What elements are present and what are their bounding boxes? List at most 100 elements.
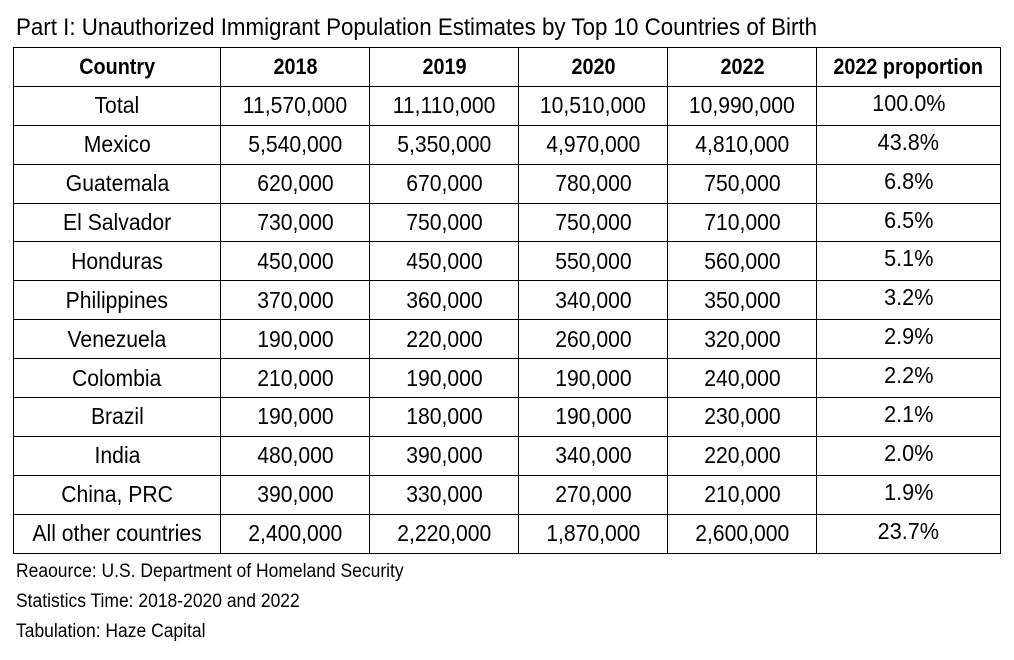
cell-text: 360,000 bbox=[405, 286, 483, 313]
cell-text: All other countries bbox=[32, 520, 202, 547]
value-cell: 750,000 bbox=[518, 202, 668, 243]
cell-text: 390,000 bbox=[256, 481, 334, 508]
cell-text: 100.0% bbox=[871, 89, 946, 116]
value-cell: 11,570,000 bbox=[220, 85, 370, 126]
value-cell: 190,000 bbox=[518, 358, 668, 399]
tabulation-note: Tabulation: Haze Capital bbox=[16, 621, 206, 642]
cell-text: 6.8% bbox=[883, 167, 934, 194]
proportion-cell: 23.7% bbox=[816, 513, 1001, 554]
cell-text: 1,870,000 bbox=[545, 520, 641, 547]
value-cell: 390,000 bbox=[220, 474, 370, 515]
value-cell: 210,000 bbox=[220, 358, 370, 399]
proportion-cell: 6.5% bbox=[816, 202, 1001, 243]
chart-title: Part I: Unauthorized Immigrant Populatio… bbox=[16, 14, 818, 41]
value-cell: 710,000 bbox=[667, 202, 817, 243]
table-row: China, PRC 390,000 330,000 270,000 210,000 1.… bbox=[13, 474, 1001, 515]
cell-text: 2,400,000 bbox=[247, 520, 343, 547]
value-cell: 780,000 bbox=[518, 163, 668, 204]
value-cell: 450,000 bbox=[369, 241, 519, 282]
cell-text: Venezuela bbox=[67, 325, 167, 352]
value-cell: 2,600,000 bbox=[667, 513, 817, 554]
proportion-cell: 3.2% bbox=[816, 280, 1001, 321]
cell-text: 190,000 bbox=[405, 364, 483, 391]
proportion-cell: 2.2% bbox=[816, 358, 1001, 399]
cell-text: 730,000 bbox=[256, 209, 334, 235]
value-cell: 360,000 bbox=[369, 280, 519, 321]
cell-text: India bbox=[94, 442, 140, 469]
cell-text: 190,000 bbox=[256, 325, 334, 352]
proportion-cell: 6.8% bbox=[816, 163, 1001, 204]
source-note: Reaource: U.S. Department of Homeland Se… bbox=[16, 561, 404, 582]
value-cell: 5,350,000 bbox=[369, 124, 519, 165]
cell-text: 2.9% bbox=[883, 323, 934, 350]
value-cell: 260,000 bbox=[518, 319, 668, 360]
cell-text: 750,000 bbox=[554, 209, 632, 235]
cell-text: 190,000 bbox=[256, 403, 334, 430]
cell-text: 670,000 bbox=[405, 170, 483, 197]
cell-text: Mexico bbox=[83, 131, 151, 158]
value-cell: 4,810,000 bbox=[667, 124, 817, 165]
cell-text: 180,000 bbox=[405, 403, 483, 430]
column-header: 2022 proportion bbox=[816, 47, 1001, 87]
value-cell: 190,000 bbox=[518, 397, 668, 437]
table-row: All other countries 2,400,000 2,220,000 1,8… bbox=[13, 513, 1001, 554]
value-cell: 370,000 bbox=[220, 280, 370, 321]
column-header-label: 2019 bbox=[421, 53, 467, 79]
value-cell: 750,000 bbox=[667, 163, 817, 204]
cell-text: 340,000 bbox=[554, 442, 632, 469]
cell-text: 10,990,000 bbox=[689, 92, 795, 119]
value-cell: 350,000 bbox=[667, 280, 817, 321]
cell-text: Guatemala bbox=[65, 170, 169, 197]
country-cell: Honduras bbox=[13, 241, 221, 282]
cell-text: 5,350,000 bbox=[396, 131, 492, 158]
column-header-label: 2022 bbox=[719, 53, 765, 79]
value-cell: 220,000 bbox=[369, 319, 519, 360]
cell-text: 2.0% bbox=[883, 439, 934, 466]
country-cell: Philippines bbox=[13, 280, 221, 321]
value-cell: 10,990,000 bbox=[667, 85, 817, 126]
cell-text: 4,810,000 bbox=[694, 131, 790, 158]
cell-text: 3.2% bbox=[883, 284, 934, 311]
cell-text: 2,220,000 bbox=[396, 520, 492, 547]
cell-text: 780,000 bbox=[554, 170, 632, 197]
footnotes: Reaource: U.S. Department of Homeland Se… bbox=[16, 557, 437, 647]
table-row: Philippines 370,000 360,000 340,000 350,000 3… bbox=[13, 280, 1001, 321]
cell-text: 10,510,000 bbox=[540, 92, 646, 119]
table-body: Total 11,570,000 11,110,000 10,510,000 10,99… bbox=[13, 85, 1001, 554]
cell-text: 5.1% bbox=[883, 245, 934, 272]
cell-text: 620,000 bbox=[256, 170, 334, 197]
cell-text: 4,970,000 bbox=[545, 131, 641, 158]
value-cell: 340,000 bbox=[518, 280, 668, 321]
cell-text: 370,000 bbox=[256, 286, 334, 313]
value-cell: 210,000 bbox=[667, 474, 817, 515]
column-header-label: 2022 proportion bbox=[833, 53, 984, 79]
cell-text: 270,000 bbox=[554, 481, 632, 508]
country-cell: India bbox=[13, 435, 221, 476]
country-cell: China, PRC bbox=[13, 474, 221, 515]
cell-text: 220,000 bbox=[405, 325, 483, 352]
cell-text: 260,000 bbox=[554, 325, 632, 352]
cell-text: 190,000 bbox=[554, 364, 632, 391]
cell-text: 210,000 bbox=[256, 364, 334, 391]
proportion-cell: 2.0% bbox=[816, 435, 1001, 476]
table-row: Honduras 450,000 450,000 550,000 560,000 5.1% bbox=[13, 241, 1001, 282]
proportion-cell: 1.9% bbox=[816, 474, 1001, 515]
country-cell: Mexico bbox=[13, 124, 221, 165]
value-cell: 340,000 bbox=[518, 435, 668, 476]
cell-text: 330,000 bbox=[405, 481, 483, 508]
column-header-label: 2018 bbox=[272, 53, 318, 79]
cell-text: 210,000 bbox=[703, 481, 781, 508]
value-cell: 550,000 bbox=[518, 241, 668, 282]
column-header: 2018 bbox=[220, 47, 370, 87]
value-cell: 390,000 bbox=[369, 435, 519, 476]
table-row: Mexico 5,540,000 5,350,000 4,970,000 4,810,0… bbox=[13, 124, 1001, 165]
cell-text: Brazil bbox=[90, 403, 144, 430]
cell-text: 5,540,000 bbox=[247, 131, 343, 158]
column-header: 2019 bbox=[369, 47, 519, 87]
cell-text: Total bbox=[94, 92, 140, 119]
cell-text: Philippines bbox=[65, 286, 169, 313]
cell-text: 2.1% bbox=[883, 401, 934, 428]
value-cell: 1,870,000 bbox=[518, 513, 668, 554]
proportion-cell: 43.8% bbox=[816, 124, 1001, 165]
value-cell: 220,000 bbox=[667, 435, 817, 476]
